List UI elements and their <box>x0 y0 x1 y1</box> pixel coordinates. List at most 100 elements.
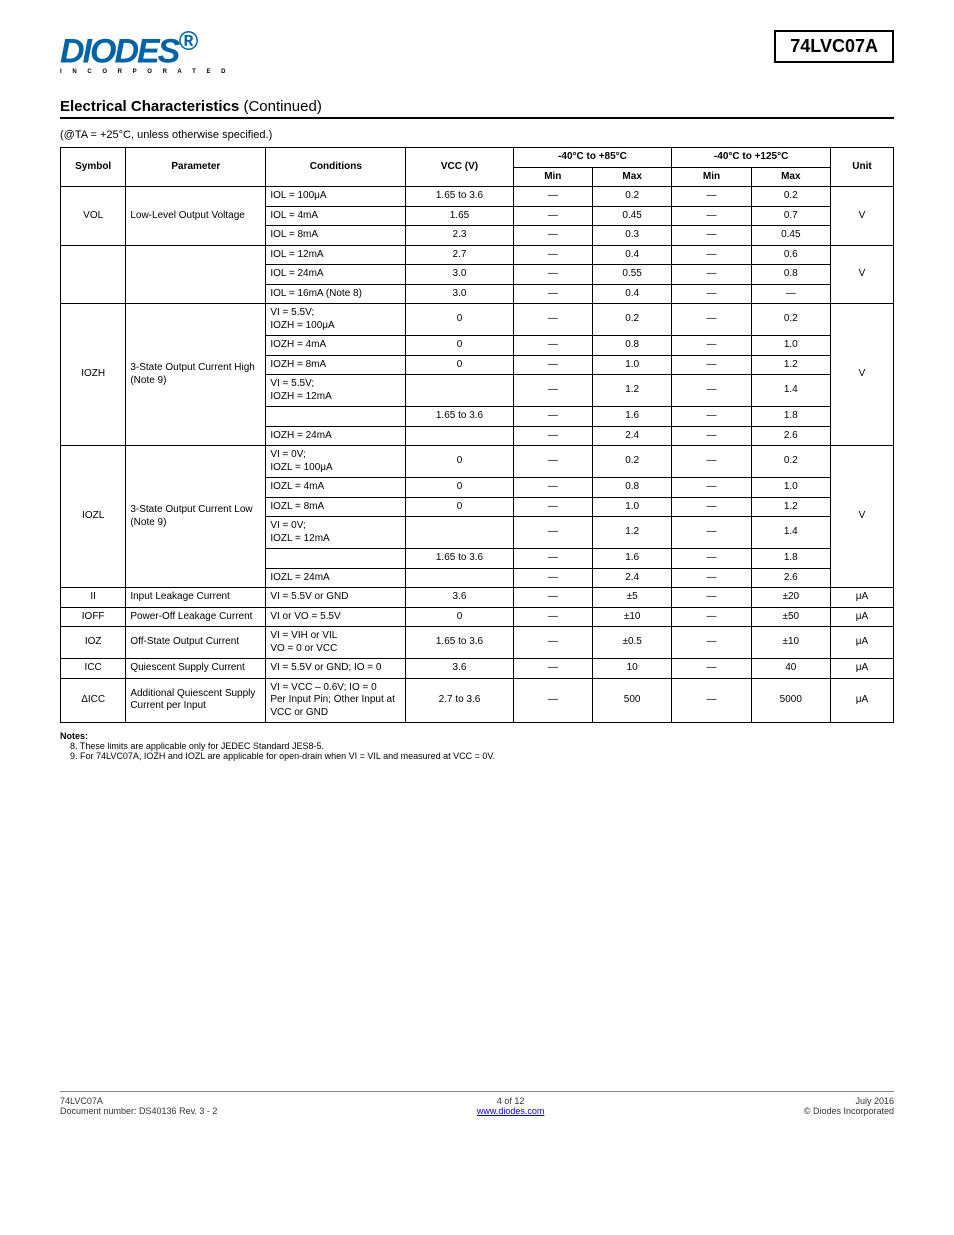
table-cell: II <box>61 588 126 608</box>
table-cell: 3.6 <box>406 588 513 608</box>
col-max-85: Max <box>592 167 671 187</box>
table-row: VOLLow-Level Output VoltageIOL = 100μA1.… <box>61 187 894 207</box>
table-cell: — <box>513 627 592 659</box>
specifications-table: Symbol Parameter Conditions VCC (V) -40°… <box>60 147 894 723</box>
col-max-125: Max <box>751 167 830 187</box>
table-cell: 1.65 to 3.6 <box>406 407 513 427</box>
table-cell: 0.2 <box>592 446 671 478</box>
table-cell: ICC <box>61 659 126 679</box>
table-cell: IOZL <box>61 446 126 588</box>
footer-part: 74LVC07A <box>60 1096 217 1106</box>
table-cell: — <box>672 355 751 375</box>
table-cell: 0 <box>406 497 513 517</box>
table-cell: VI = VCC – 0.6V; IO = 0 Per Input Pin; O… <box>266 678 406 723</box>
table-cell: 0.8 <box>751 265 830 285</box>
table-cell: 0 <box>406 446 513 478</box>
table-cell: μA <box>830 607 893 627</box>
table-cell: 1.2 <box>592 375 671 407</box>
table-cell: 0 <box>406 478 513 498</box>
table-cell: 500 <box>592 678 671 723</box>
table-cell: 2.4 <box>592 426 671 446</box>
table-cell: Quiescent Supply Current <box>126 659 266 679</box>
table-cell: VI = VIH or VIL VO = 0 or VCC <box>266 627 406 659</box>
table-cell: — <box>513 245 592 265</box>
table-cell: VI = 5.5V or GND; IO = 0 <box>266 659 406 679</box>
table-cell: — <box>513 265 592 285</box>
table-row: IOFFPower-Off Leakage CurrentVI or VO = … <box>61 607 894 627</box>
table-cell: 3.6 <box>406 659 513 679</box>
table-cell: Additional Quiescent Supply Current per … <box>126 678 266 723</box>
table-row: ICCQuiescent Supply CurrentVI = 5.5V or … <box>61 659 894 679</box>
table-cell: ΔICC <box>61 678 126 723</box>
table-cell: — <box>672 245 751 265</box>
table-cell: 1.2 <box>751 497 830 517</box>
table-cell: 0.2 <box>592 304 671 336</box>
table-cell: — <box>672 336 751 356</box>
col-parameter: Parameter <box>126 148 266 187</box>
table-cell: IOZL = 8mA <box>266 497 406 517</box>
table-cell: V <box>830 187 893 246</box>
table-cell: — <box>513 426 592 446</box>
table-cell: — <box>672 446 751 478</box>
table-cell: — <box>672 607 751 627</box>
table-cell: — <box>672 187 751 207</box>
table-cell: — <box>513 659 592 679</box>
table-cell <box>61 245 126 304</box>
footer-page: 4 of 12 <box>217 1096 803 1106</box>
table-cell: — <box>513 678 592 723</box>
table-cell: — <box>672 588 751 608</box>
table-cell <box>126 245 266 304</box>
table-cell: V <box>830 245 893 304</box>
table-cell: VI = 5.5V; IOZH = 12mA <box>266 375 406 407</box>
table-cell: 0.6 <box>751 245 830 265</box>
table-cell: ±5 <box>592 588 671 608</box>
table-cell <box>406 517 513 549</box>
table-cell: 0.8 <box>592 336 671 356</box>
table-cell: 10 <box>592 659 671 679</box>
table-cell: IOZH = 8mA <box>266 355 406 375</box>
footer-copyright: © Diodes Incorporated <box>804 1106 894 1116</box>
table-cell: 2.3 <box>406 226 513 246</box>
table-cell: IOZH <box>61 304 126 446</box>
table-cell: 40 <box>751 659 830 679</box>
table-cell: 0 <box>406 355 513 375</box>
footer-link[interactable]: www.diodes.com <box>477 1106 545 1116</box>
table-cell: — <box>672 304 751 336</box>
table-cell: — <box>672 517 751 549</box>
table-cell: — <box>513 478 592 498</box>
notes-block: Notes: 8. These limits are applicable on… <box>60 731 894 761</box>
table-cell: — <box>513 355 592 375</box>
logo-reg: ® <box>178 26 196 56</box>
table-cell: — <box>513 206 592 226</box>
table-cell: VI or VO = 5.5V <box>266 607 406 627</box>
table-cell: 1.2 <box>751 355 830 375</box>
table-cell: 2.4 <box>592 568 671 588</box>
table-cell: 1.65 to 3.6 <box>406 549 513 569</box>
table-cell: 0.8 <box>592 478 671 498</box>
table-cell: IOZH = 4mA <box>266 336 406 356</box>
col-temp-85: -40°C to +85°C <box>513 148 672 168</box>
table-cell: 0.45 <box>592 206 671 226</box>
col-vcc: VCC (V) <box>406 148 513 187</box>
table-cell: IOL = 12mA <box>266 245 406 265</box>
table-cell: — <box>672 426 751 446</box>
table-cell: — <box>513 568 592 588</box>
table-cell: 0.4 <box>592 284 671 304</box>
table-cell: — <box>672 497 751 517</box>
table-cell: — <box>672 206 751 226</box>
table-cell: — <box>513 517 592 549</box>
table-cell: 1.2 <box>592 517 671 549</box>
table-cell: IOL = 24mA <box>266 265 406 285</box>
table-cell: 0.2 <box>751 187 830 207</box>
table-cell: V <box>830 304 893 446</box>
table-cell: VI = 0V; IOZL = 12mA <box>266 517 406 549</box>
table-cell: — <box>672 627 751 659</box>
table-cell: 2.7 to 3.6 <box>406 678 513 723</box>
footer-doc: Document number: DS40136 Rev. 3 - 2 <box>60 1106 217 1116</box>
table-cell: — <box>513 187 592 207</box>
table-cell: μA <box>830 588 893 608</box>
logo-subtext: I N C O R P O R A T E D <box>60 69 240 75</box>
note-8: 8. These limits are applicable only for … <box>70 741 894 751</box>
table-cell: IOZL = 4mA <box>266 478 406 498</box>
table-cell: — <box>672 375 751 407</box>
